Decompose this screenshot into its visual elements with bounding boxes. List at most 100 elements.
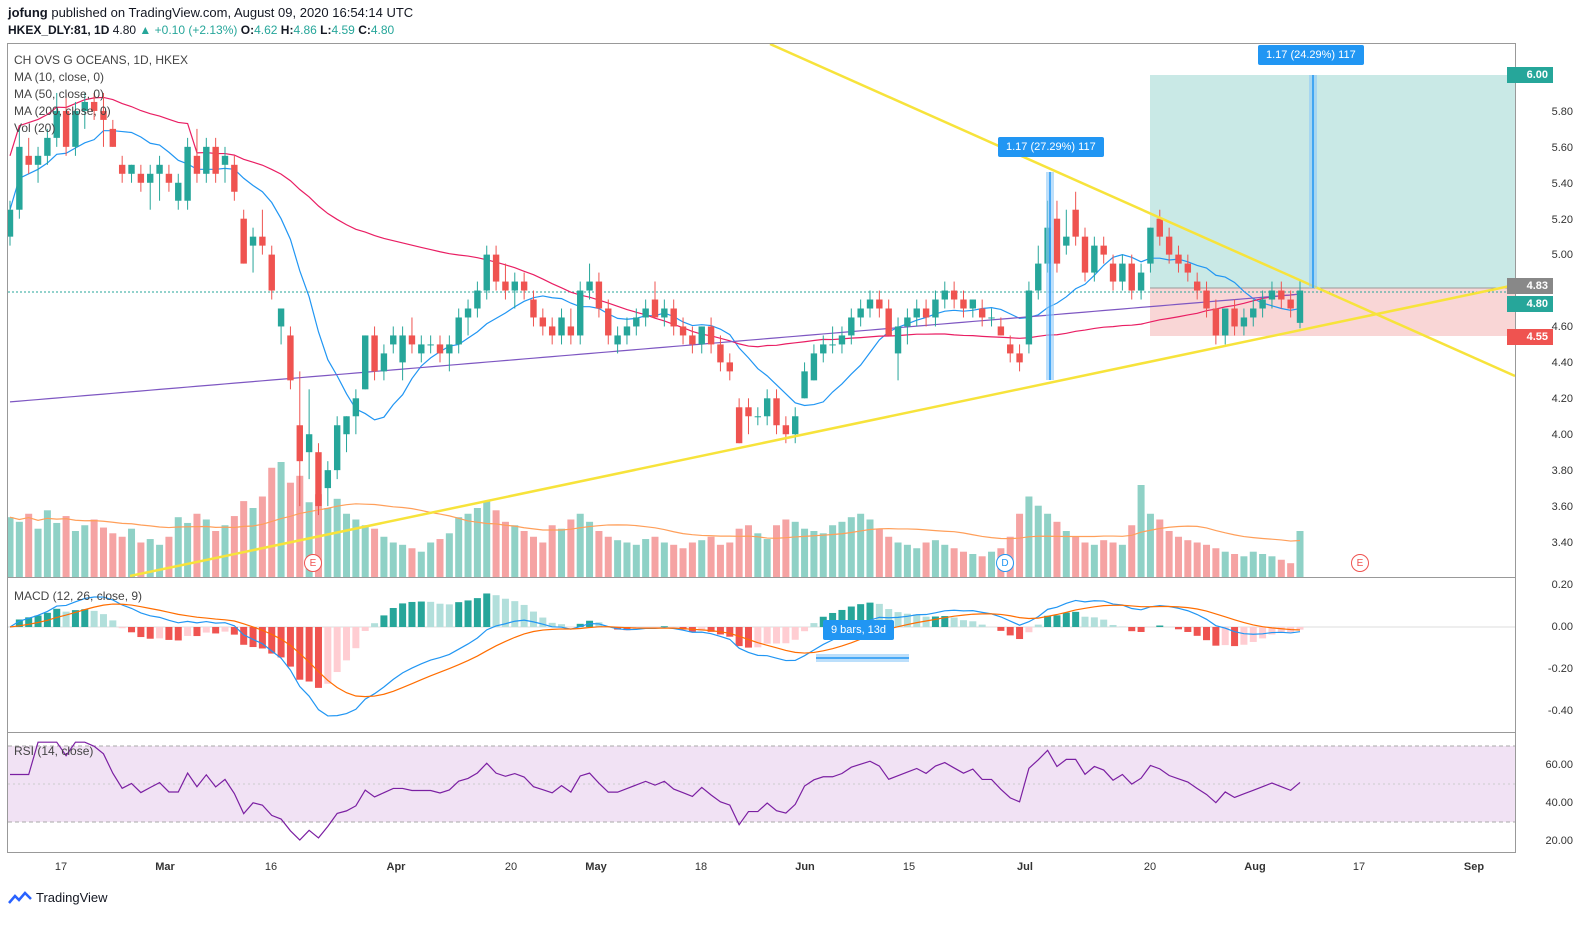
macd-hist-bar (941, 616, 949, 627)
volume-bar (744, 525, 752, 577)
candle-body (801, 371, 808, 399)
macd-label[interactable]: MACD (12, 26, close, 9) (14, 589, 143, 603)
volume-bar (782, 519, 790, 577)
candle-body (670, 308, 677, 327)
volume-bar (1156, 519, 1164, 577)
volume-bar (15, 521, 23, 577)
price-tick: 3.60 (1551, 501, 1573, 513)
rsi-panel[interactable] (7, 733, 1516, 853)
volume-bar (520, 531, 528, 577)
volume-bar (1184, 540, 1192, 577)
logo-text: TradingView (36, 890, 108, 905)
volume-bar (286, 482, 294, 577)
candle-body (913, 308, 920, 318)
resistance-trendline[interactable] (769, 44, 1515, 378)
volume-bar (343, 513, 351, 577)
x-tick: Apr (386, 861, 406, 873)
macd-hist-bar (548, 622, 556, 627)
macd-hist-bar (1231, 627, 1239, 647)
candle-body (156, 164, 163, 174)
candle-body (932, 299, 939, 318)
volume-bar (399, 544, 407, 577)
candle-body (623, 326, 631, 336)
candle-body (857, 308, 864, 318)
candle-body (315, 452, 322, 507)
volume-bar (1203, 544, 1211, 577)
candle-body (259, 236, 266, 246)
price-tick: 4.60 (1551, 321, 1573, 333)
legend-ma50[interactable]: MA (50, close, 0) (14, 87, 105, 101)
tradingview-logo[interactable]: TradingView (8, 890, 108, 905)
macd-hist-bar (726, 627, 734, 637)
candle-body (1119, 263, 1126, 282)
macd-hist-bar (1193, 627, 1201, 636)
candle-body (577, 290, 584, 336)
volume-bar (165, 536, 173, 577)
measure-label-mid[interactable]: 1.17 (27.29%) 117 (998, 137, 1104, 157)
macd-hist-bar (286, 627, 294, 667)
legend-vol[interactable]: Vol (20) (14, 121, 56, 135)
candle-body (829, 344, 836, 346)
volume-bar (1231, 554, 1239, 577)
candle-body (960, 299, 967, 309)
long-target-zone[interactable] (1150, 75, 1515, 288)
candle-body (567, 326, 575, 336)
earnings-event-2[interactable]: E (1351, 554, 1369, 572)
volume-bar (763, 539, 771, 577)
measure-label-top[interactable]: 1.17 (24.29%) 117 (1258, 45, 1364, 65)
candle-body (53, 110, 60, 138)
candle-body (1250, 308, 1257, 318)
macd-hist-bar (950, 617, 958, 627)
candle-body (1025, 290, 1033, 345)
price-tick: 5.60 (1551, 142, 1573, 154)
candle-body (661, 308, 668, 318)
volume-bar (885, 536, 893, 577)
volume-bar (875, 528, 883, 577)
legend-ma10[interactable]: MA (10, close, 0) (14, 70, 105, 84)
candle-body (333, 425, 341, 471)
volume-bar (81, 525, 89, 577)
macd-hist-bar (1296, 627, 1304, 630)
author-name[interactable]: jofung (8, 5, 48, 20)
volume-bar (1016, 513, 1024, 577)
volume-bar (53, 522, 61, 577)
macd-line (9, 596, 1301, 717)
dividend-event[interactable]: D (996, 554, 1014, 572)
candle-body (950, 290, 958, 300)
rsi-label[interactable]: RSI (14, close) (14, 744, 94, 758)
volume-bar (109, 533, 117, 577)
volume-bar (240, 501, 248, 577)
ohlc-line: HKEX_DLY:81, 1D 4.80 ▲ +0.10 (+2.13%) O:… (8, 23, 394, 37)
legend-ma200[interactable]: MA (200, close, 0) (14, 104, 111, 118)
volume-bar (950, 548, 958, 577)
candle-body (474, 290, 481, 309)
x-tick: Aug (1244, 861, 1266, 873)
volume-bar (931, 540, 939, 577)
volume-bar (922, 542, 930, 577)
candle-body (838, 335, 846, 345)
macd-hist-bar (1174, 627, 1182, 630)
macd-hist-bar (623, 627, 631, 631)
bars-label[interactable]: 9 bars, 13d (823, 620, 895, 640)
macd-hist-bar (193, 627, 201, 637)
volume-bar (501, 521, 509, 577)
candle-body (492, 254, 500, 282)
macd-hist-bar (894, 612, 902, 627)
volume-bar (773, 525, 781, 577)
macd-hist-bar (118, 627, 126, 629)
earnings-event-1[interactable]: E (304, 554, 322, 572)
volume-bar (184, 522, 192, 577)
candle-body (876, 299, 883, 309)
macd-hist-bar (801, 627, 809, 632)
candle-body (820, 344, 827, 354)
high-value: 4.86 (293, 23, 317, 37)
price-tick: 5.40 (1551, 178, 1573, 190)
candle-body (62, 110, 70, 147)
candle-body (595, 281, 603, 309)
volume-bar (529, 536, 537, 577)
candle-body (633, 317, 640, 327)
macd-panel[interactable] (7, 578, 1516, 733)
support-trendline[interactable] (129, 283, 1515, 577)
volume-bar (1044, 513, 1052, 577)
